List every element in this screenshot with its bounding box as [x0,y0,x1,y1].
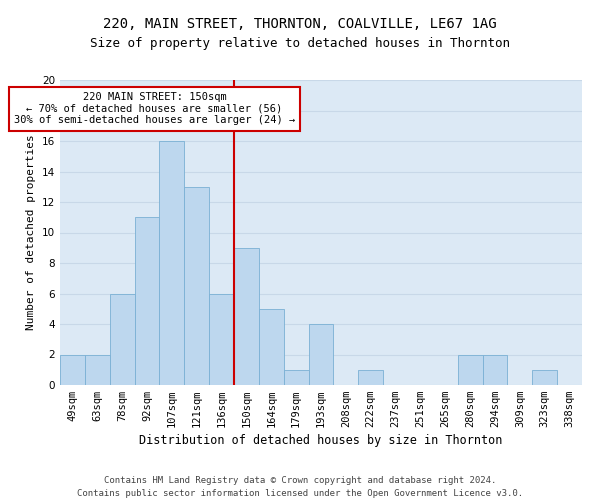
X-axis label: Distribution of detached houses by size in Thornton: Distribution of detached houses by size … [139,434,503,448]
Bar [134,217,160,385]
Bar [85,354,110,385]
Bar [482,354,508,385]
Bar [209,294,234,385]
Bar [184,186,209,385]
Text: 220, MAIN STREET, THORNTON, COALVILLE, LE67 1AG: 220, MAIN STREET, THORNTON, COALVILLE, L… [103,18,497,32]
Bar [60,354,85,385]
Text: Size of property relative to detached houses in Thornton: Size of property relative to detached ho… [90,38,510,51]
Text: Contains HM Land Registry data © Crown copyright and database right 2024.
Contai: Contains HM Land Registry data © Crown c… [77,476,523,498]
Bar [532,370,557,385]
Bar [259,308,284,385]
Bar [308,324,334,385]
Bar [458,354,482,385]
Bar [234,248,259,385]
Text: 220 MAIN STREET: 150sqm
← 70% of detached houses are smaller (56)
30% of semi-de: 220 MAIN STREET: 150sqm ← 70% of detache… [14,92,295,126]
Bar [284,370,308,385]
Bar [110,294,134,385]
Y-axis label: Number of detached properties: Number of detached properties [26,134,37,330]
Bar [358,370,383,385]
Bar [160,141,184,385]
